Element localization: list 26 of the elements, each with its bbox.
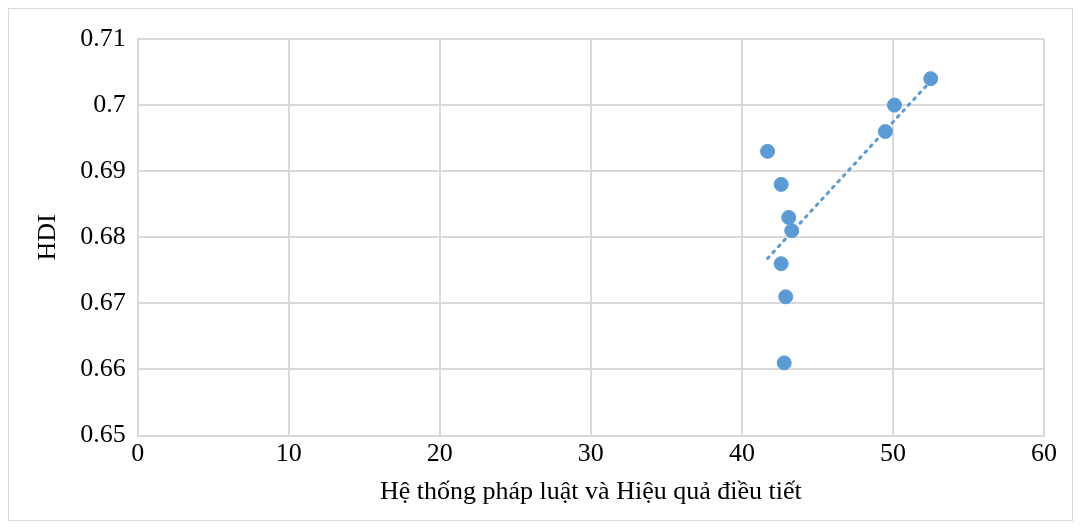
y-tick-label: 0.68 — [80, 221, 126, 251]
y-tick-label: 0.7 — [93, 88, 126, 118]
point — [760, 143, 776, 159]
y-tick-label: 0.66 — [80, 353, 126, 383]
point — [886, 97, 902, 113]
point — [778, 289, 794, 305]
point — [781, 209, 797, 225]
x-axis-title: Hệ thống pháp luật và Hiệu quả điều tiết — [380, 476, 803, 506]
y-axis-title: HDI — [32, 214, 62, 261]
point — [773, 176, 789, 192]
point — [784, 223, 800, 239]
x-tick-label: 20 — [426, 438, 453, 468]
x-tick-label: 40 — [728, 438, 755, 468]
point — [773, 256, 789, 272]
x-tick-label: 60 — [1031, 438, 1057, 468]
y-tick-label: 0.71 — [80, 22, 126, 52]
y-tick-label: 0.67 — [80, 287, 126, 317]
y-tick-label: 0.69 — [80, 155, 126, 185]
y-tick-label: 0.65 — [80, 419, 126, 449]
x-tick-label: 30 — [577, 438, 604, 468]
point — [776, 355, 792, 371]
x-tick-label: 10 — [275, 438, 302, 468]
point — [923, 71, 939, 87]
x-tick-label: 50 — [879, 438, 906, 468]
x-tick-label: 0 — [131, 438, 145, 468]
point — [877, 124, 893, 140]
